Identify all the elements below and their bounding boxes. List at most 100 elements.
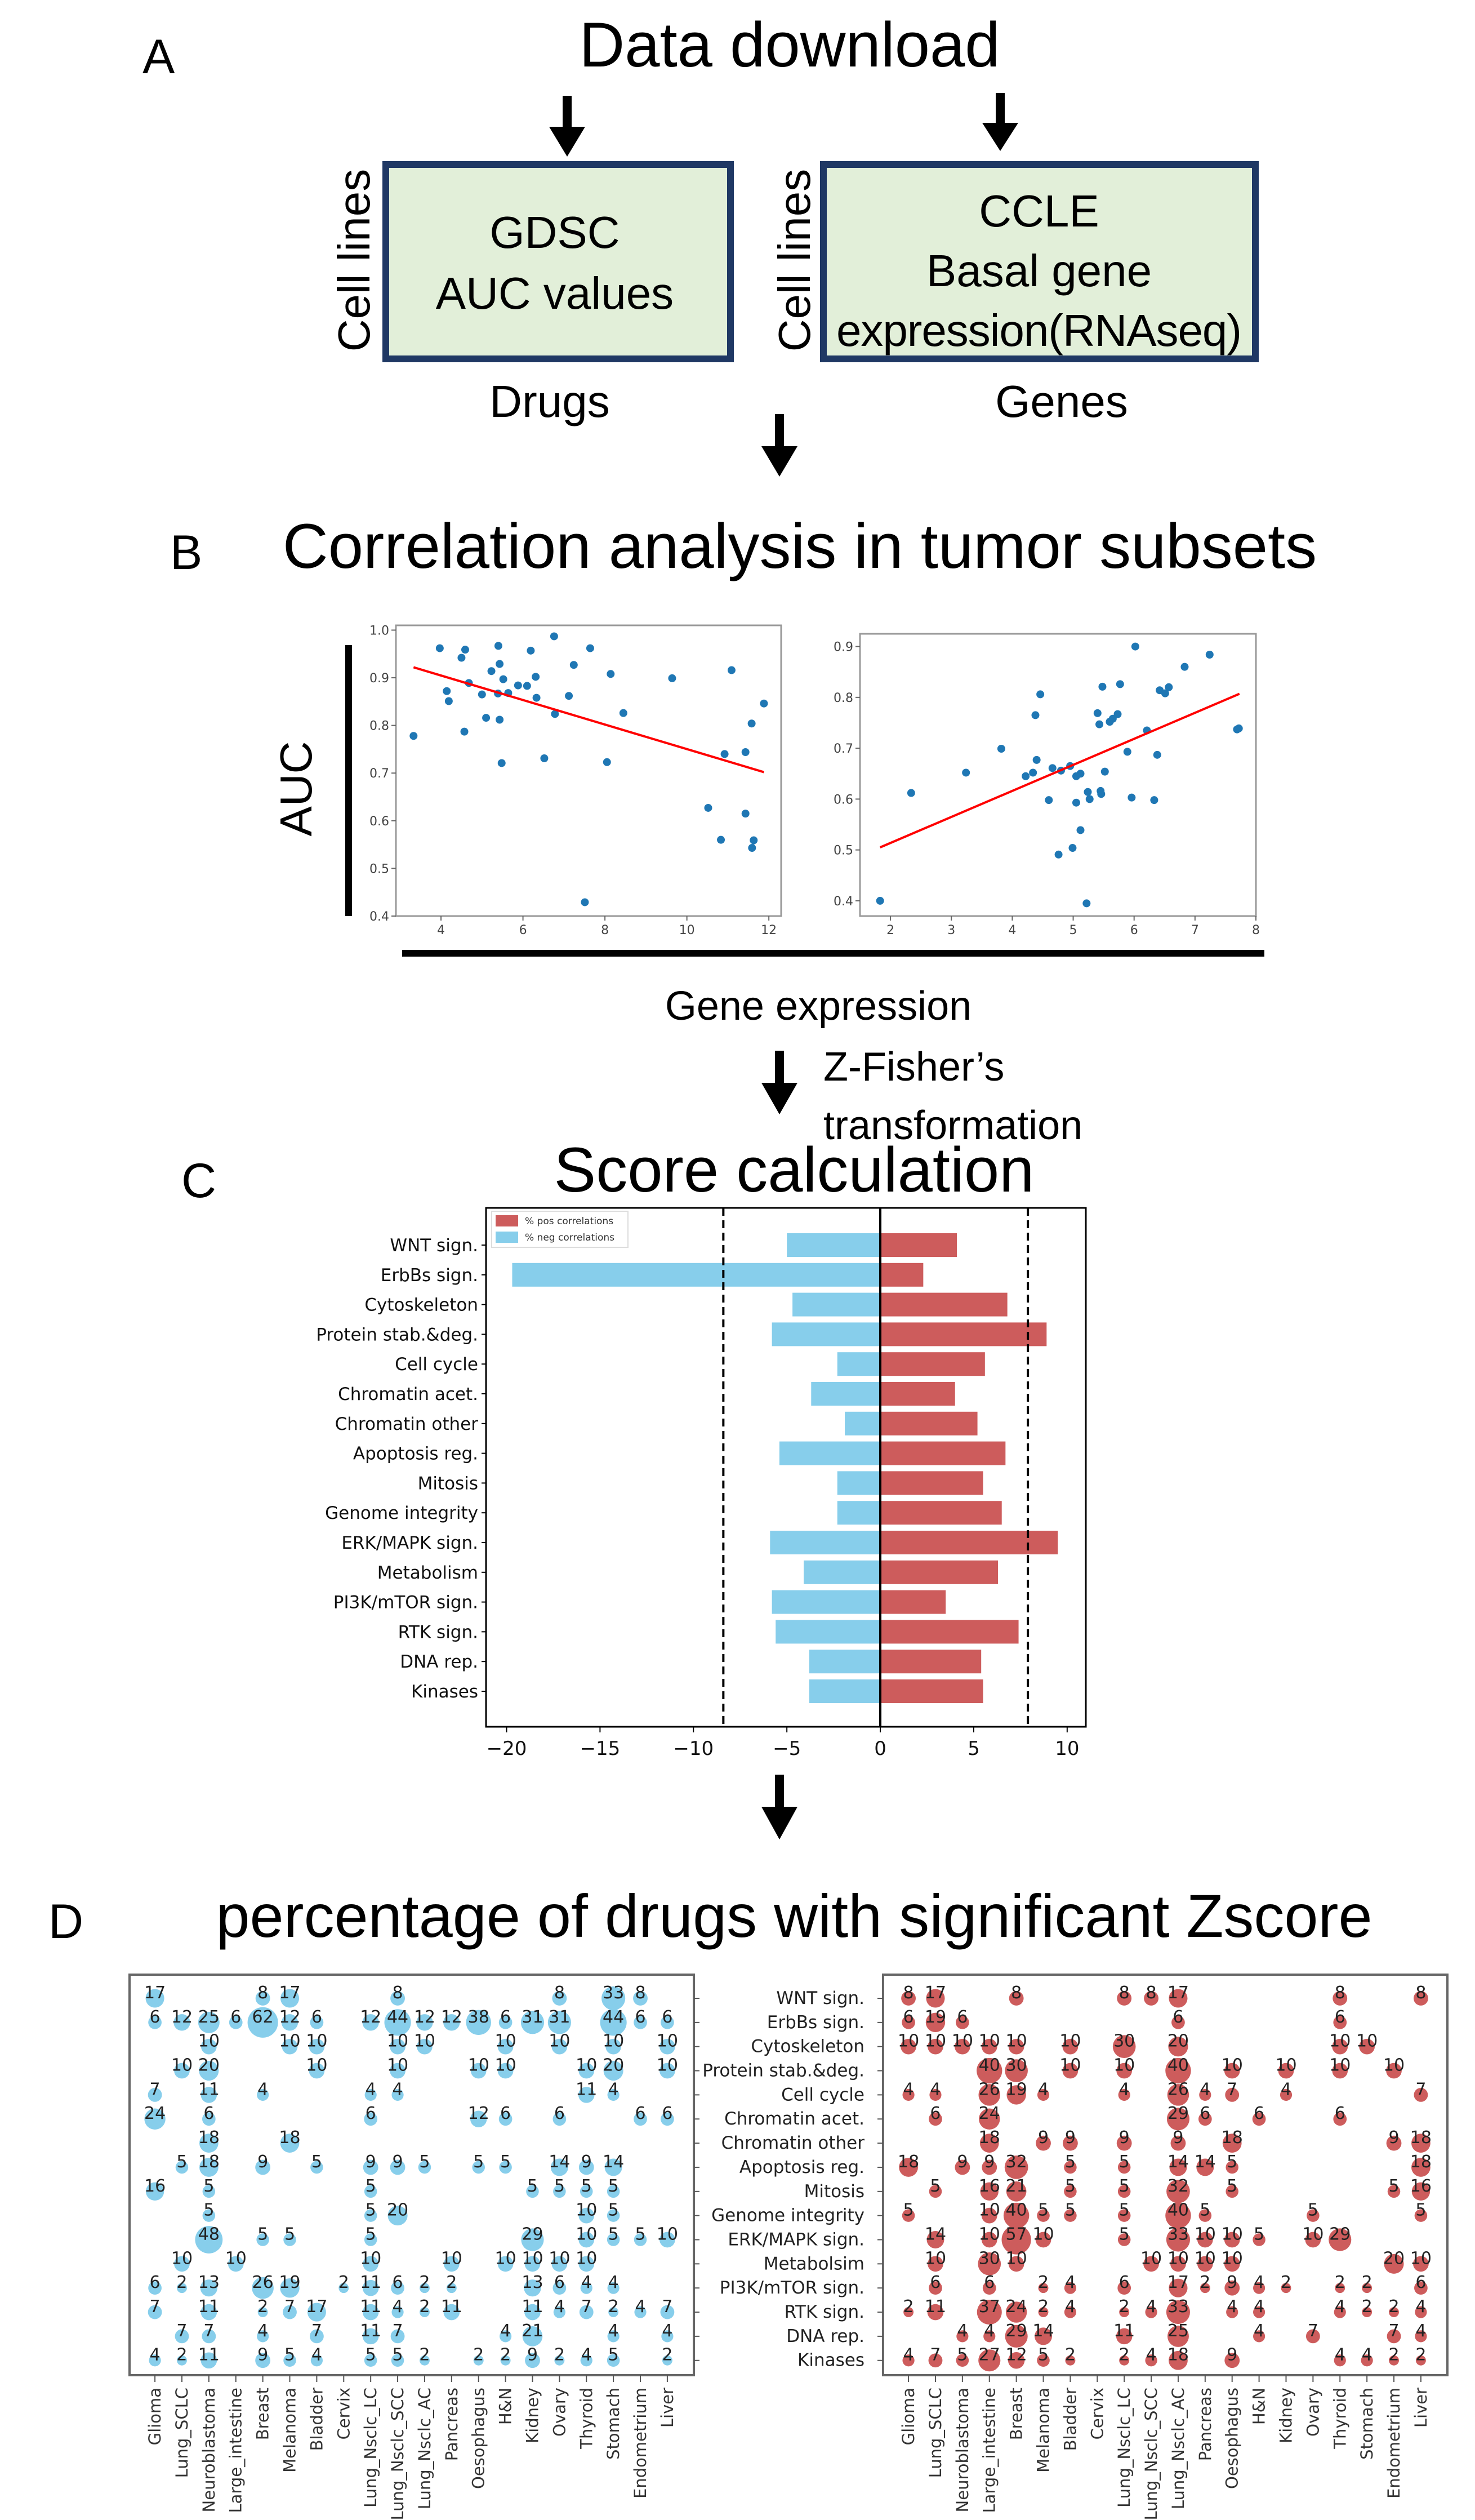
bubble bbox=[524, 2256, 541, 2272]
bubble bbox=[418, 2161, 431, 2174]
bubble bbox=[634, 2015, 647, 2029]
bubble bbox=[416, 2014, 433, 2031]
bubble bbox=[659, 2038, 675, 2055]
ccle-label: CCLE bbox=[979, 186, 1099, 236]
bubble-value: 14 bbox=[549, 2152, 570, 2172]
data-point bbox=[444, 697, 453, 705]
bubble-value: 4 bbox=[257, 2321, 268, 2341]
pathway-label: DNA rep. bbox=[786, 2326, 864, 2346]
bubble bbox=[600, 2009, 627, 2036]
bubble-value: 19 bbox=[925, 2007, 946, 2027]
data-point bbox=[443, 687, 451, 695]
bubble-value: 31 bbox=[549, 2007, 570, 2027]
bubble bbox=[978, 2349, 1001, 2372]
bubble-value: 2 bbox=[338, 2273, 349, 2292]
bubble-value: 11 bbox=[1113, 2321, 1135, 2341]
bubble-value: 6 bbox=[1173, 2007, 1183, 2027]
bubble-value: 16 bbox=[144, 2176, 166, 2196]
data-point bbox=[460, 727, 469, 736]
bubble bbox=[1253, 2306, 1265, 2318]
bubble bbox=[1118, 2088, 1130, 2101]
data-point bbox=[1072, 798, 1080, 807]
bubble-value: 18 bbox=[198, 2128, 220, 2148]
bubble-value: 10 bbox=[441, 2248, 462, 2268]
data-point bbox=[1153, 750, 1161, 759]
arrow-down-icon bbox=[761, 1775, 797, 1839]
bubble bbox=[1117, 2161, 1131, 2174]
plot-frame bbox=[395, 624, 782, 917]
bubble-value: 18 bbox=[198, 2152, 220, 2172]
category-label: PI3K/mTOR sign. bbox=[333, 1593, 478, 1613]
bubble-value: 10 bbox=[1006, 2032, 1027, 2051]
bubble-value: 10 bbox=[1275, 2056, 1296, 2075]
data-point bbox=[1116, 680, 1124, 688]
bubble-value: 4 bbox=[581, 2273, 592, 2292]
bubble bbox=[899, 2158, 918, 2177]
bubble-value: 10 bbox=[979, 2201, 1000, 2220]
tissue-label: Liver bbox=[1411, 2388, 1431, 2428]
panel-letter-a: A bbox=[142, 30, 175, 84]
bubble bbox=[1006, 2085, 1026, 2105]
bubble-value: 11 bbox=[522, 2297, 543, 2317]
legend: % pos correlations % neg correlations bbox=[491, 1211, 629, 1248]
bubble bbox=[419, 2283, 430, 2294]
bubble bbox=[202, 2185, 216, 2198]
bubble bbox=[1386, 2063, 1402, 2079]
bubble-value: 5 bbox=[1038, 2201, 1049, 2220]
bubble bbox=[1200, 2283, 1210, 2294]
bubble bbox=[229, 2015, 243, 2029]
bubble-value: 4 bbox=[635, 2297, 645, 2317]
bubble bbox=[956, 2330, 969, 2343]
bubble-value: 4 bbox=[984, 2321, 995, 2341]
bubble-value: 4 bbox=[366, 2079, 376, 2099]
panel-d: D percentage of drugs with significant Z… bbox=[48, 1882, 1449, 2520]
category-label: Genome integrity bbox=[325, 1503, 478, 1523]
bubble-value: 10 bbox=[1032, 2224, 1054, 2244]
bubble-chart-negative: 17 8 17 8 8 33 86 12 25 6 62 12 6 12 44 12 12 38 6 31 31 44 6 6… bbox=[128, 1974, 699, 2520]
pos-bar bbox=[880, 1590, 946, 1614]
bubble bbox=[310, 2161, 323, 2174]
bubble-value: 10 bbox=[1059, 2032, 1081, 2051]
bubble-value: 10 bbox=[495, 2248, 516, 2268]
bubble-value: 10 bbox=[171, 2056, 193, 2075]
bubble-value: 4 bbox=[1415, 2321, 1426, 2341]
bubble bbox=[1280, 2088, 1293, 2101]
bubble bbox=[1170, 2135, 1186, 2151]
bubble bbox=[1413, 1991, 1428, 2006]
bubble-value: 38 bbox=[468, 2007, 489, 2027]
bubble bbox=[280, 2278, 300, 2298]
bubble-value: 19 bbox=[1006, 2079, 1027, 2099]
bubble-value: 10 bbox=[1222, 2248, 1243, 2268]
bubble-value: 11 bbox=[198, 2345, 220, 2365]
bubble-value: 5 bbox=[1065, 2201, 1076, 2220]
bubble bbox=[1361, 2354, 1373, 2367]
bubble bbox=[309, 2329, 324, 2344]
bubble bbox=[1253, 2282, 1265, 2294]
bubble bbox=[927, 2304, 944, 2321]
bubble bbox=[309, 2038, 325, 2055]
bubble bbox=[310, 2015, 324, 2029]
bubble-value: 29 bbox=[1006, 2321, 1027, 2341]
bubble bbox=[1145, 2306, 1157, 2318]
bubble bbox=[364, 2233, 377, 2246]
pathway-label: RTK sign. bbox=[785, 2302, 864, 2322]
bubble bbox=[1199, 2088, 1211, 2101]
bubble-value: 10 bbox=[1329, 2032, 1351, 2051]
bubble bbox=[902, 2354, 915, 2367]
bubble-value: 21 bbox=[1006, 2176, 1027, 2196]
bubble bbox=[148, 2305, 162, 2319]
bubble-value: 32 bbox=[1167, 2176, 1189, 2196]
bubble bbox=[1411, 2182, 1431, 2201]
bubble-value: 29 bbox=[1329, 2224, 1351, 2244]
legend-swatch-pos bbox=[496, 1215, 518, 1226]
bubble-value: 7 bbox=[150, 2297, 161, 2317]
data-point bbox=[962, 768, 970, 777]
neg-bar bbox=[837, 1471, 881, 1495]
bubble-value: 6 bbox=[150, 2273, 161, 2292]
bubble bbox=[1165, 2202, 1191, 2229]
data-point bbox=[747, 719, 756, 728]
data-point bbox=[482, 714, 491, 722]
bubble-value: 5 bbox=[903, 2201, 914, 2220]
tissue-label: Stomach bbox=[604, 2388, 623, 2460]
bubble bbox=[1064, 2185, 1077, 2198]
